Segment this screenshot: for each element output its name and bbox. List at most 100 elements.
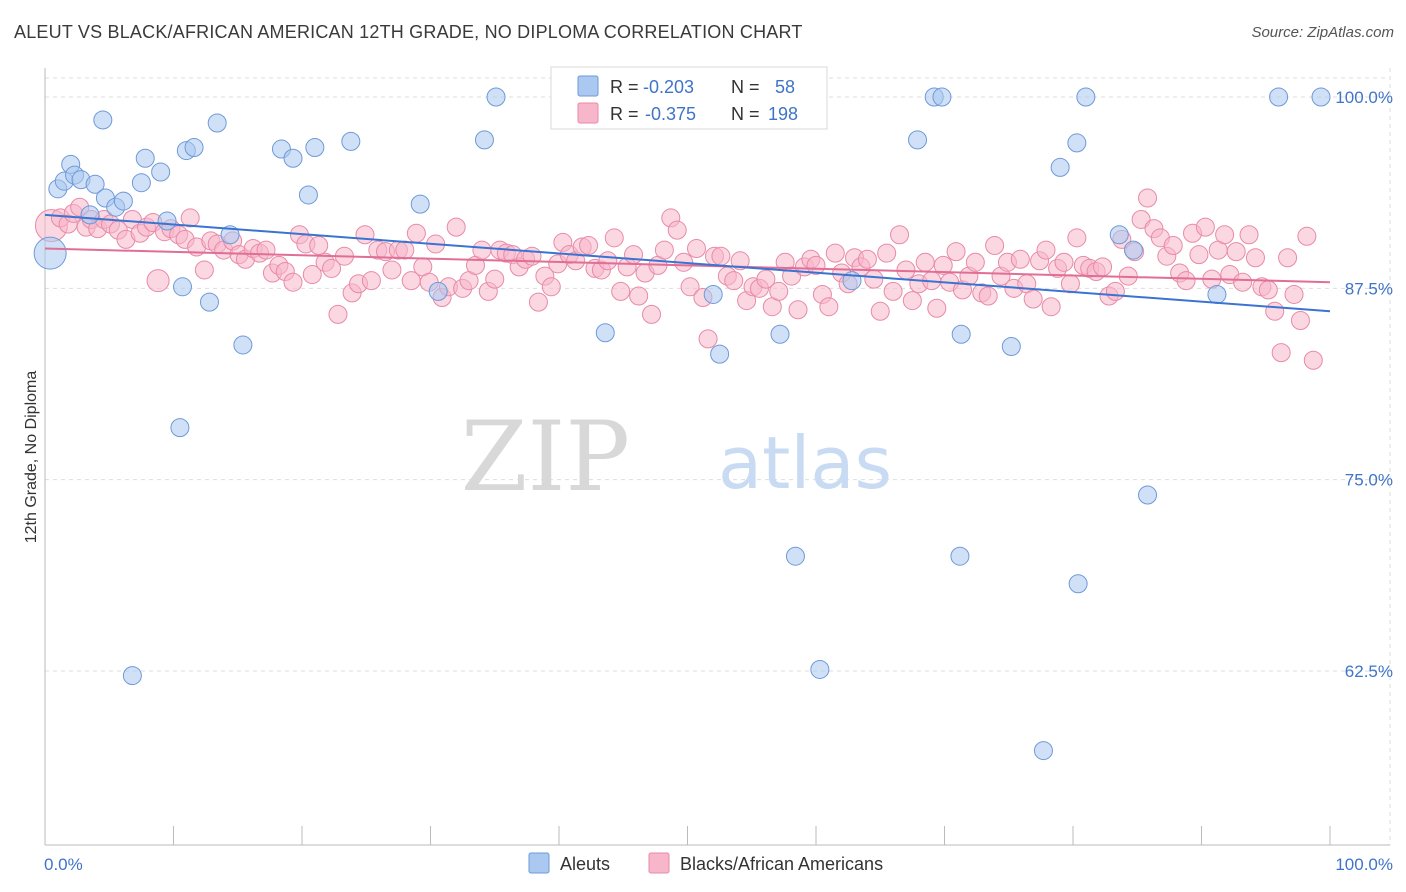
point-blacks [598,251,618,271]
point-aleuts [131,173,151,193]
point-blacks [629,286,649,306]
point-blacks [1265,301,1285,321]
point-aleuts [1050,157,1070,177]
point-aleuts [1138,485,1158,505]
point-blacks [965,252,985,272]
point-aleuts [1269,87,1289,107]
point-blacks [256,240,276,260]
point-aleuts [1067,133,1087,153]
point-aleuts [33,236,67,270]
legend-n-label-blacks: N = [731,104,760,124]
legend-r-label-blacks: R = [610,104,639,124]
point-blacks [322,258,342,278]
point-blacks [522,246,542,266]
point-blacks [579,235,599,255]
point-aleuts [170,418,190,438]
point-aleuts [486,87,506,107]
point-blacks [927,298,947,318]
point-aleuts [122,666,142,686]
watermark: ZIP atlas [461,401,892,513]
point-blacks [328,304,348,324]
point-blacks [1297,226,1317,246]
point-aleuts [595,323,615,343]
point-blacks [667,220,687,240]
legend-swatch-blacks [577,102,599,124]
point-blacks [355,225,375,245]
point-blacks [978,286,998,306]
point-blacks [825,243,845,263]
point-blacks [642,304,662,324]
point-aleuts [199,292,219,312]
point-blacks [382,260,402,280]
y-tick-label: 75.0% [1345,471,1393,490]
point-blacks [1245,248,1265,268]
point-blacks [1163,235,1183,255]
point-blacks [1189,245,1209,265]
point-blacks [302,265,322,285]
point-aleuts [410,194,430,214]
point-aleuts [151,162,171,182]
point-aleuts [1311,87,1331,107]
series-legend: Aleuts Blacks/African Americans [528,852,883,874]
bottom-legend-blacks: Blacks/African Americans [680,854,883,874]
chart-title: ALEUT VS BLACK/AFRICAN AMERICAN 12TH GRA… [14,22,803,42]
point-blacks [1036,240,1056,260]
point-aleuts [341,131,361,151]
point-aleuts [703,284,723,304]
point-aleuts [207,113,227,133]
point-aleuts [710,344,730,364]
point-blacks [485,269,505,289]
point-aleuts [428,281,448,301]
y-tick-label: 100.0% [1335,88,1393,107]
point-blacks [915,252,935,272]
point-blacks [1290,310,1310,330]
point-blacks [146,269,170,293]
point-aleuts [908,130,928,150]
point-blacks [180,208,200,228]
point-aleuts [184,138,204,158]
points [33,87,1331,761]
point-aleuts [1068,574,1088,594]
point-blacks [1093,257,1113,277]
point-blacks [1233,272,1253,292]
point-blacks [883,281,903,301]
point-aleuts [932,87,952,107]
y-tick-label: 87.5% [1345,279,1393,298]
point-aleuts [1109,225,1129,245]
point-aleuts [93,110,113,130]
point-blacks [870,301,890,321]
point-blacks [711,246,731,266]
point-aleuts [305,138,325,158]
point-blacks [756,269,776,289]
point-blacks [1067,228,1087,248]
legend-r-value-aleuts: -0.203 [643,77,694,97]
point-blacks [1054,252,1074,272]
point-blacks [1041,297,1061,317]
x-tick-label-min: 0.0% [44,855,83,874]
trend-line-aleuts [44,213,1331,313]
point-blacks [541,277,561,297]
point-blacks [194,260,214,280]
point-aleuts [233,335,253,355]
y-tick-labels: 62.5% 75.0% 87.5% 100.0% [1335,88,1393,681]
legend-n-value-blacks: 198 [768,104,798,124]
point-blacks [528,292,548,312]
y-axis-title: 12th Grade, No Diploma [23,371,40,544]
point-blacks [680,277,700,297]
point-blacks [1303,350,1323,370]
point-blacks [1105,281,1125,301]
point-blacks [1138,188,1158,208]
point-blacks [624,245,644,265]
point-blacks [806,255,826,275]
point-aleuts [113,191,133,211]
legend-n-label-aleuts: N = [731,77,760,97]
point-blacks [361,271,381,291]
point-blacks [1010,249,1030,269]
bottom-legend-aleuts: Aleuts [560,854,610,874]
point-blacks [1131,209,1151,229]
bottom-swatch-aleuts [528,852,550,874]
point-blacks [1060,274,1080,294]
point-aleuts [785,546,805,566]
point-blacks [724,271,744,291]
